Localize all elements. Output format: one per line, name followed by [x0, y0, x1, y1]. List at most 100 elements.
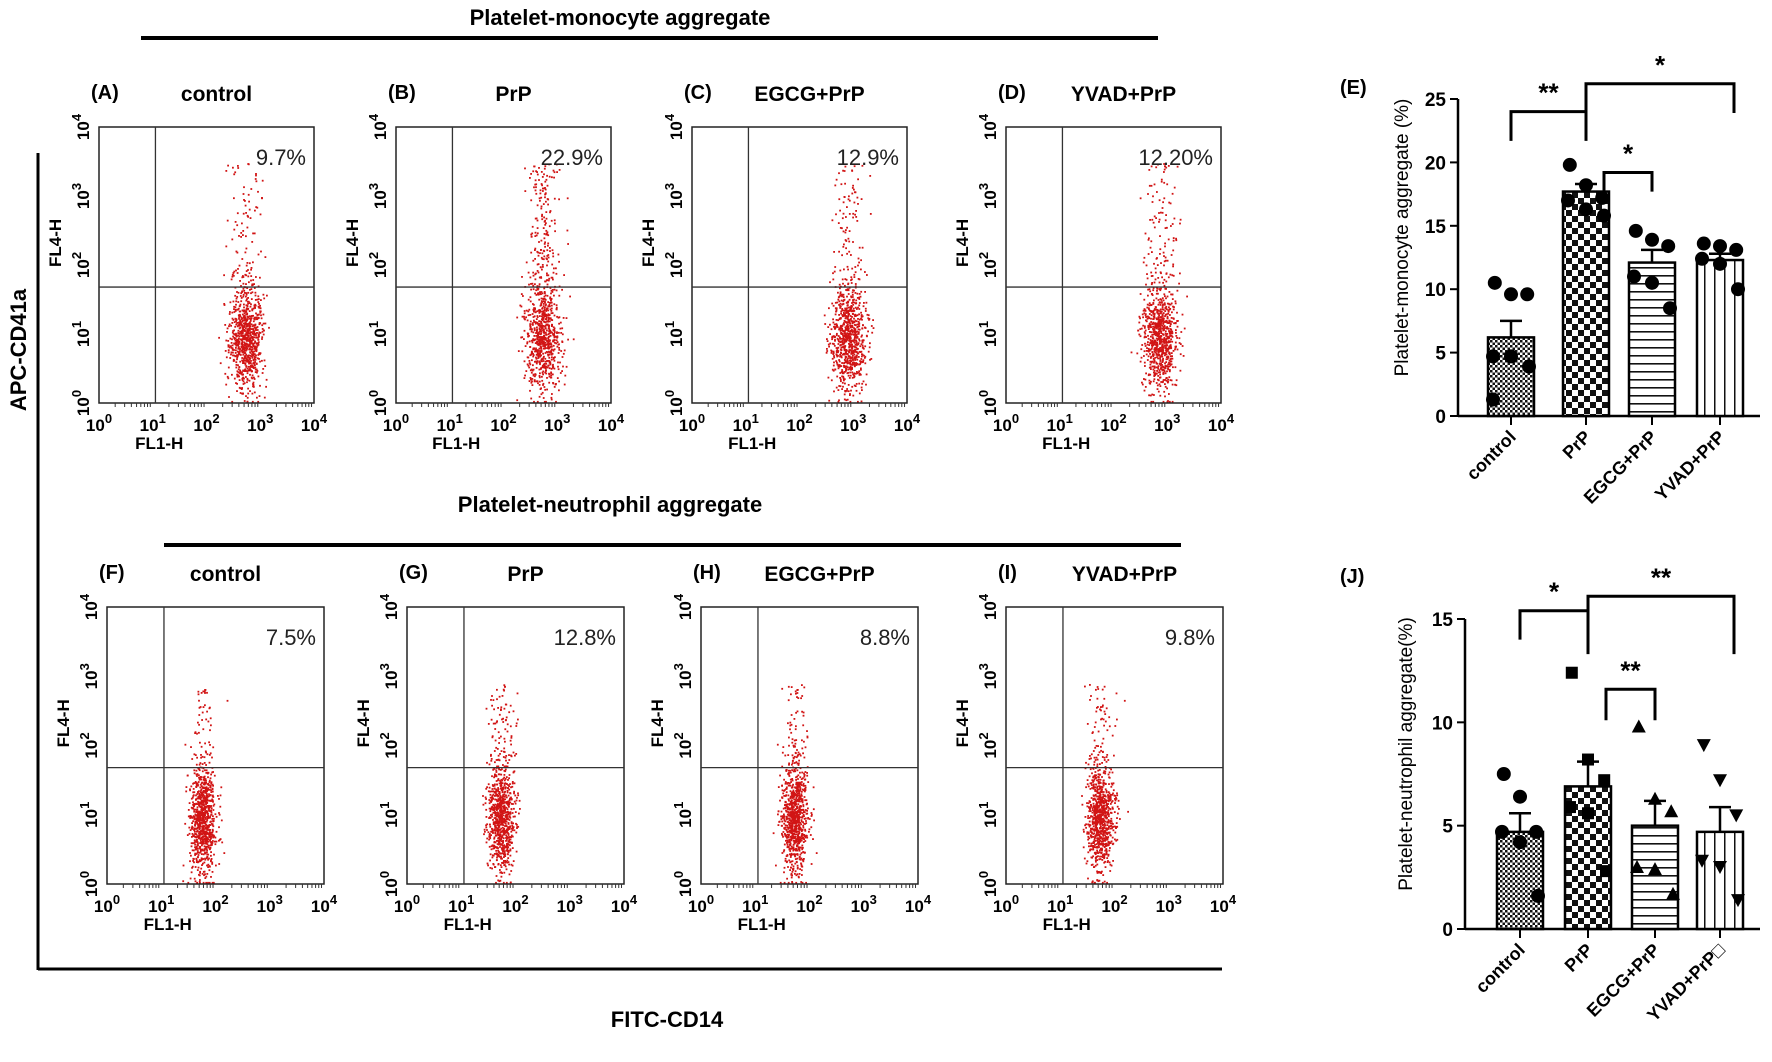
event-dot	[199, 838, 202, 840]
event-dot	[1156, 342, 1159, 344]
event-dot	[194, 813, 197, 816]
event-dot	[848, 349, 851, 352]
event-dot	[527, 298, 530, 301]
event-dot	[197, 781, 200, 783]
event-dot	[561, 340, 564, 343]
event-dot	[235, 269, 237, 272]
event-dot	[1174, 302, 1177, 305]
event-dot	[1156, 311, 1159, 314]
event-dot	[538, 323, 540, 326]
event-dot	[251, 283, 254, 286]
event-dot	[853, 329, 856, 331]
event-dot	[543, 334, 546, 337]
event-dot	[859, 360, 861, 362]
event-dot	[867, 317, 870, 320]
event-dot	[247, 322, 250, 325]
event-dot	[1160, 362, 1162, 365]
event-dot	[535, 357, 538, 360]
event-dot	[535, 192, 538, 195]
event-dot	[1150, 347, 1153, 350]
event-dot	[1162, 366, 1165, 369]
tick-exponent: 1	[366, 321, 381, 328]
event-dot	[830, 328, 833, 331]
event-dot	[240, 232, 243, 234]
event-dot	[538, 360, 541, 363]
event-dot	[852, 184, 854, 187]
event-dot	[530, 397, 533, 400]
event-dot	[241, 344, 244, 346]
event-dot	[199, 825, 202, 828]
event-dot	[555, 383, 557, 385]
event-dot	[200, 789, 202, 792]
event-dot	[1161, 359, 1164, 361]
event-dot	[218, 863, 221, 865]
event-dot	[842, 230, 845, 233]
event-dot	[191, 866, 193, 869]
event-dot	[506, 723, 509, 726]
event-dot	[245, 212, 247, 214]
event-dot	[253, 283, 255, 285]
event-dot	[540, 320, 543, 323]
event-dot	[205, 790, 207, 792]
event-dot	[529, 363, 532, 366]
event-dot	[247, 215, 249, 218]
event-dot	[545, 372, 548, 375]
event-dot	[210, 791, 213, 793]
event-dot	[549, 332, 552, 334]
event-dot	[1167, 327, 1170, 330]
event-dot	[1163, 390, 1166, 393]
event-dot	[840, 331, 842, 334]
event-dot	[199, 786, 202, 789]
event-dot	[255, 350, 258, 353]
event-dot	[208, 807, 211, 809]
event-dot	[850, 341, 853, 344]
event-dot	[848, 195, 850, 198]
event-dot	[237, 347, 240, 350]
event-dot	[1172, 308, 1175, 311]
event-dot	[247, 328, 249, 330]
event-dot	[191, 849, 194, 852]
event-dot	[1155, 333, 1158, 336]
event-dot	[864, 355, 867, 358]
event-dot	[529, 377, 532, 379]
event-dot	[243, 289, 246, 292]
event-dot	[843, 379, 845, 382]
event-dot	[200, 833, 202, 836]
event-dot	[1154, 271, 1157, 274]
event-dot	[259, 360, 261, 363]
tick-base: 10	[193, 416, 212, 435]
event-dot	[557, 361, 559, 364]
event-dot	[196, 816, 199, 819]
event-dot	[865, 301, 868, 304]
event-dot	[857, 264, 859, 267]
event-dot	[1159, 356, 1162, 359]
event-dot	[203, 762, 206, 764]
event-dot	[556, 332, 558, 334]
event-dot	[839, 328, 842, 330]
x-tick-label: 103	[544, 411, 570, 435]
event-dot	[549, 297, 551, 300]
event-dot	[854, 332, 857, 335]
event-dot	[1143, 355, 1145, 357]
event-dot	[835, 351, 838, 354]
event-dot	[1157, 163, 1159, 166]
event-dot	[223, 303, 226, 305]
event-dot	[1163, 260, 1166, 263]
event-dot	[257, 285, 260, 288]
event-dot	[240, 285, 242, 287]
event-dot	[203, 874, 205, 877]
event-dot	[194, 840, 197, 843]
event-dot	[246, 334, 249, 337]
event-dot	[1153, 226, 1156, 229]
event-dot	[190, 845, 193, 848]
event-dot	[212, 796, 215, 798]
event-dot	[234, 352, 237, 354]
event-dot	[528, 380, 531, 382]
event-dot	[858, 246, 861, 249]
event-dot	[1158, 369, 1161, 372]
event-dot	[196, 852, 199, 854]
event-dot	[196, 797, 199, 800]
event-dot	[559, 321, 562, 324]
event-dot	[1148, 184, 1151, 187]
event-dot	[558, 316, 561, 319]
